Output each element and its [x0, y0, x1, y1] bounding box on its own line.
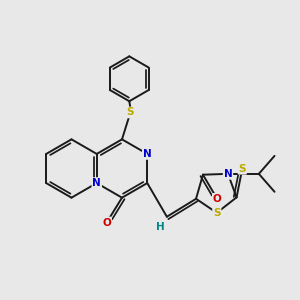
Text: S: S — [213, 208, 220, 218]
Text: N: N — [224, 169, 232, 179]
Text: S: S — [127, 107, 134, 117]
Text: H: H — [156, 222, 164, 232]
Text: N: N — [92, 178, 101, 188]
Text: S: S — [238, 164, 246, 174]
Text: O: O — [213, 194, 221, 204]
Text: N: N — [143, 149, 152, 159]
Text: O: O — [102, 218, 111, 227]
